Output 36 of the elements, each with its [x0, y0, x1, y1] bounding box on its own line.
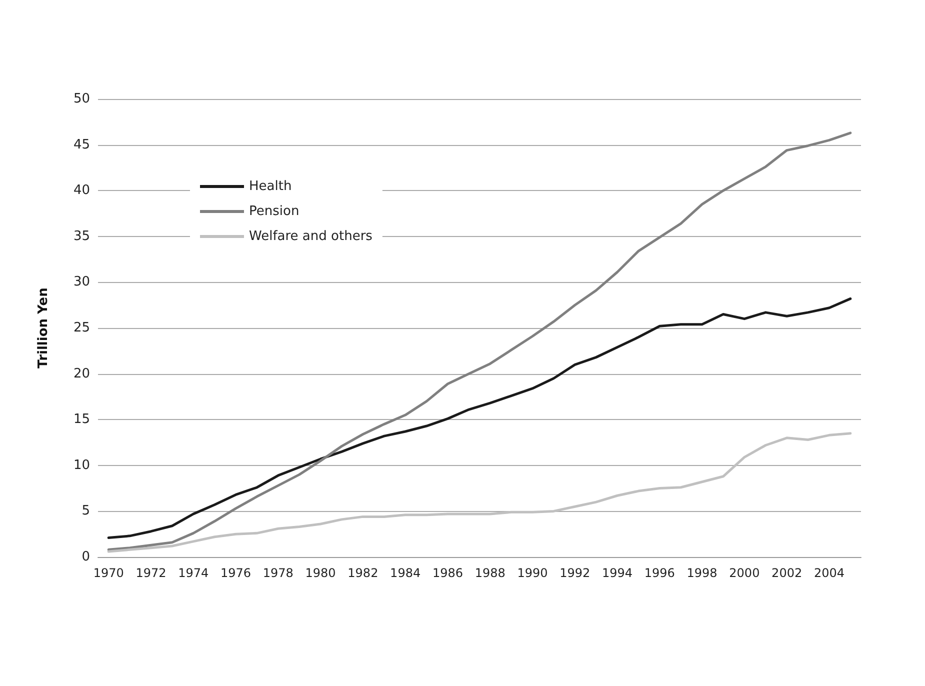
line-series — [107, 132, 852, 551]
x-tick-label: 2002 — [772, 566, 802, 580]
legend-label: Pension — [249, 204, 300, 219]
y-tick-label: 40 — [73, 183, 90, 198]
y-tick-label: 45 — [73, 137, 90, 152]
line-series — [107, 432, 852, 553]
y-tick-label: 20 — [73, 366, 90, 382]
x-tick-label: 1984 — [390, 566, 421, 580]
y-axis-title: Trillion Yen — [36, 288, 51, 368]
y-tick-label: 5 — [82, 504, 90, 519]
x-tick-label: 1972 — [136, 566, 166, 580]
x-tick-label: 1994 — [602, 566, 633, 580]
y-tick-label: 50 — [73, 92, 90, 106]
x-tick-label: 1970 — [93, 566, 124, 580]
x-tick-label: 1996 — [644, 566, 675, 580]
x-tick-label: 1998 — [686, 566, 718, 580]
x-tick-label: 2000 — [729, 566, 760, 580]
y-tick-label: 25 — [73, 320, 90, 336]
y-tick-label: 15 — [73, 412, 90, 428]
x-tick-label: 1990 — [517, 566, 548, 580]
y-tick-label: 0 — [82, 550, 90, 564]
y-tick-label: 10 — [73, 458, 90, 473]
x-tick-label: 1982 — [348, 566, 378, 580]
x-tick-label: 2004 — [814, 566, 844, 580]
x-tick-label: 1974 — [178, 566, 209, 580]
x-tick-label: 1986 — [432, 566, 463, 580]
x-tick-label: 1976 — [220, 566, 252, 580]
legend-label: Health — [249, 179, 292, 194]
y-tick-label: 30 — [73, 274, 90, 290]
x-tick-label: 1978 — [262, 566, 294, 580]
x-tick-label: 1988 — [474, 566, 506, 580]
line-series — [107, 297, 852, 540]
x-tick-label: 1980 — [305, 566, 336, 580]
y-tick-label: 35 — [73, 228, 90, 244]
x-tick-label: 1992 — [560, 566, 590, 580]
legend-label: Welfare and others — [249, 229, 373, 244]
